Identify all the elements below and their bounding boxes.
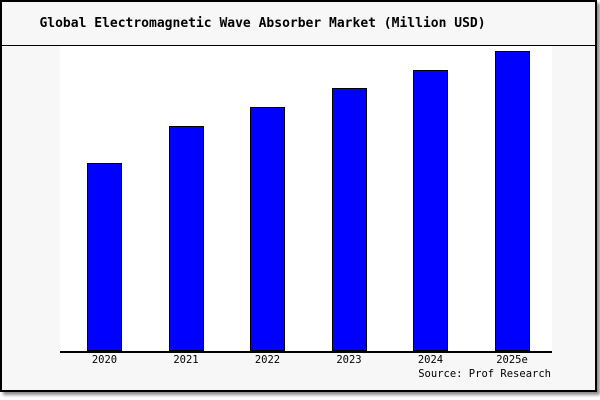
source-note: Source: Prof Research: [418, 368, 551, 380]
bar-2024: [413, 70, 448, 351]
x-tick-label-2020: 2020: [91, 354, 118, 366]
plot-area: [60, 46, 552, 353]
bar-2023: [331, 88, 367, 351]
chart-card: Global Electromagnetic Wave Absorber Mar…: [0, 0, 597, 392]
x-tick-label-2023: 2023: [336, 354, 362, 366]
bar-2025e: [494, 51, 530, 351]
chart-title: Global Electromagnetic Wave Absorber Mar…: [39, 16, 486, 31]
chart-title-box: Global Electromagnetic Wave Absorber Mar…: [2, 2, 595, 46]
x-tick-label-2024: 2024: [417, 354, 444, 366]
bar-2020: [87, 163, 122, 351]
x-tick-label-2022: 2022: [254, 354, 281, 366]
bar-2021: [168, 126, 204, 351]
x-tick-label-2021: 2021: [173, 354, 199, 366]
x-tick-label-2025e: 2025e: [496, 354, 528, 366]
bar-2022: [250, 107, 285, 351]
